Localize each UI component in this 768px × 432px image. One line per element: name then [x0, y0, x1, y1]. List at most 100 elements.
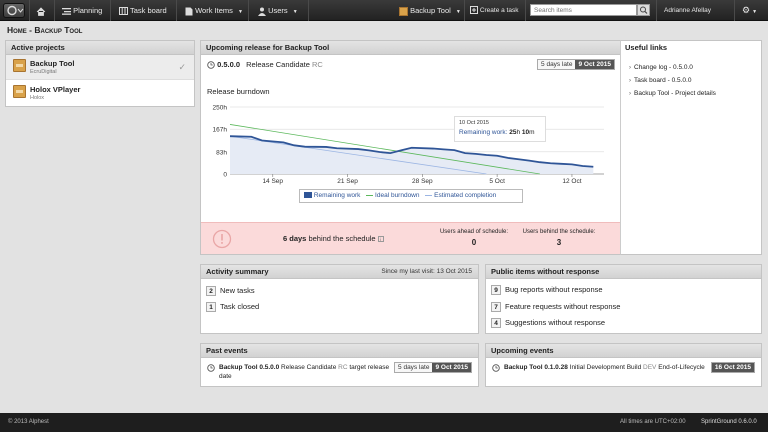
breadcrumb-home[interactable]: Home [7, 25, 27, 35]
event-suffix: target release [349, 364, 390, 371]
past-events-title: Past events [201, 344, 478, 358]
activity-summary-panel: Activity summary Since my last visit: 13… [200, 264, 479, 334]
nav-task-board[interactable]: Task board [119, 0, 167, 21]
project-selector[interactable]: Backup Tool ▼ [399, 0, 461, 21]
release-icon [207, 61, 215, 69]
behind-label: behind the schedule [308, 234, 376, 243]
user-menu[interactable]: Adrianne Afellay [664, 0, 711, 21]
count-badge: 7 [491, 302, 501, 313]
nav-divider [734, 0, 735, 21]
top-navigation-bar: Planning Task board Work Items ▼ Users ▼… [0, 0, 768, 21]
event-suffix-2: date [219, 373, 232, 380]
activity-summary-header: Activity summary Since my last visit: 13… [201, 265, 478, 279]
event-project: Backup Tool 0.1.0.28 [504, 364, 568, 371]
y-tick-label: 83h [216, 149, 227, 156]
public-feature-requests[interactable]: 7 Feature requests without response [491, 301, 620, 313]
chart-tooltip: 10 Oct 2015 Remaining work: 25h 10m [454, 116, 546, 142]
public-suggestions[interactable]: 4 Suggestions without response [491, 317, 605, 329]
create-task-button[interactable]: Create a task [470, 0, 518, 21]
public-items-title: Public items without response [486, 265, 761, 279]
behind-days: 6 days [283, 234, 307, 243]
create-task-label: Create a task [479, 7, 519, 14]
past-event-date-badge: 5 days late 9 Oct 2015 [394, 362, 472, 373]
checkmark-icon: ✓ [178, 62, 186, 72]
activity-since: Since my last visit: 13 Oct 2015 [381, 268, 472, 275]
nav-divider [525, 0, 526, 21]
upcoming-event-date-badge: 16 Oct 2015 [710, 362, 755, 373]
tooltip-label: Remaining work: [459, 129, 508, 136]
burndown-title: Release burndown [207, 87, 270, 96]
project-org: EcruDigital [30, 69, 57, 75]
activity-label: New tasks [220, 286, 255, 295]
new-task-icon [470, 6, 478, 15]
activity-task-closed[interactable]: 1 Task closed [206, 301, 259, 313]
legend-remaining-work[interactable]: Remaining work [304, 192, 360, 199]
public-item-label: Suggestions without response [505, 318, 606, 327]
user-icon [258, 7, 266, 16]
nav-work-items-label: Work Items [195, 6, 233, 15]
public-item-label: Feature requests without response [505, 302, 621, 311]
app-menu-button[interactable] [3, 3, 25, 18]
remaining-work-area [230, 136, 594, 174]
release-version[interactable]: 0.5.0.0 [217, 60, 241, 69]
upcoming-event-item[interactable]: Backup Tool 0.1.0.28 Initial Development… [504, 364, 705, 371]
footer-copyright: © 2013 Alphest [8, 419, 49, 425]
nav-divider [29, 0, 30, 21]
active-projects-panel: Active projects Backup Tool EcruDigital … [5, 40, 195, 107]
link-change-log[interactable]: › Change log - 0.5.0.0 [629, 64, 693, 71]
remaining-work-line [229, 135, 594, 168]
release-info: 0.5.0.0 Release Candidate RC [207, 60, 323, 69]
upcoming-release-panel: Upcoming release for Backup Tool 0.5.0.0… [200, 40, 621, 255]
nav-planning[interactable]: Planning [62, 0, 102, 21]
project-box-icon [399, 6, 408, 16]
x-tick-label: 14 Sep [262, 178, 283, 185]
breadcrumb: Home - Backup Tool [7, 25, 82, 35]
project-box-icon [13, 59, 26, 72]
project-item-backup-tool[interactable]: Backup Tool EcruDigital ✓ [6, 55, 194, 80]
settings-button[interactable]: ⚙ ▼ [742, 0, 757, 21]
event-tag: RC [338, 364, 348, 371]
upcoming-events-panel: Upcoming events Backup Tool 0.1.0.28 Ini… [485, 343, 762, 387]
schedule-alert: 6 days behind the schedule i Users ahead… [201, 222, 620, 254]
nav-users[interactable]: Users ▼ [258, 0, 298, 21]
project-box-icon [13, 85, 26, 98]
link-project-details[interactable]: › Backup Tool - Project details [629, 90, 716, 97]
activity-new-tasks[interactable]: 2 New tasks [206, 285, 255, 297]
users-behind-label: Users behind the schedule: [522, 229, 596, 235]
late-label: 5 days late [395, 363, 433, 372]
release-tag: RC [312, 60, 323, 69]
document-icon [185, 7, 193, 16]
search-button[interactable] [637, 4, 650, 16]
x-tick-label: 28 Sep [412, 178, 433, 185]
chevron-down-icon: ▼ [455, 9, 461, 15]
nav-work-items[interactable]: Work Items ▼ [185, 0, 243, 21]
users-ahead-value: 0 [471, 238, 477, 247]
event-name: Release Candidate [281, 364, 337, 371]
tooltip-hours: 25 [509, 129, 517, 136]
nav-users-label: Users [268, 6, 288, 15]
late-label: 5 days late [538, 60, 576, 69]
search-input[interactable] [530, 4, 637, 16]
task-board-icon [119, 7, 128, 16]
active-projects-title: Active projects [6, 41, 194, 55]
event-date: 16 Oct 2015 [711, 363, 754, 372]
public-bug-reports[interactable]: 9 Bug reports without response [491, 284, 603, 296]
legend-ideal-burndown[interactable]: Ideal burndown [366, 192, 420, 199]
home-icon [36, 6, 46, 16]
link-task-board[interactable]: › Task board - 0.5.0.0 [629, 77, 692, 84]
past-event-item[interactable]: Backup Tool 0.5.0.0 Release Candidate RC… [219, 363, 391, 381]
useful-links-panel: Useful links › Change log - 0.5.0.0 › Task… [620, 40, 762, 255]
home-nav-button[interactable] [36, 0, 46, 21]
users-ahead-label: Users ahead of schedule: [439, 229, 509, 235]
count-badge: 2 [206, 286, 216, 297]
warning-icon [212, 229, 232, 249]
count-badge: 9 [491, 285, 501, 296]
public-items-panel: Public items without response 9 Bug repor… [485, 264, 762, 334]
release-date: 9 Oct 2015 [575, 60, 614, 69]
nav-divider [176, 0, 177, 21]
info-icon[interactable]: i [377, 236, 384, 242]
nav-divider [308, 0, 309, 21]
legend-estimated-completion[interactable]: Estimated completion [425, 192, 496, 199]
project-item-holox-vplayer[interactable]: Holox VPlayer Holox [6, 81, 194, 106]
nav-divider [110, 0, 111, 21]
